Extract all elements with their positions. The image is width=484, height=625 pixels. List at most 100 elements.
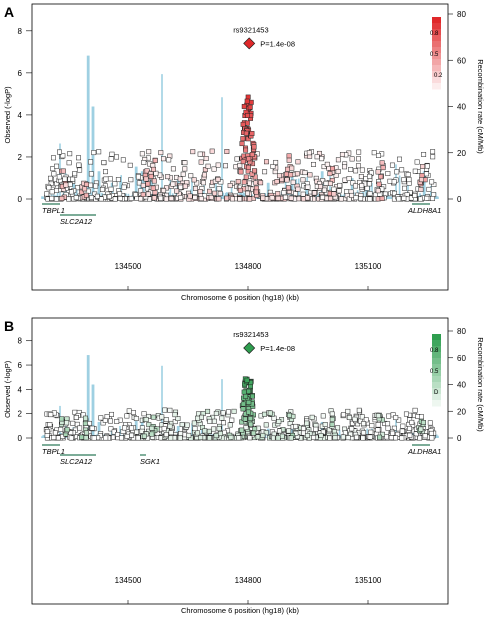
ld-legend-swatch: [432, 340, 441, 347]
snp-point: [73, 195, 79, 201]
snp-point: [251, 144, 257, 150]
y-tick-label: 8: [18, 27, 23, 36]
snp-point: [88, 159, 94, 165]
snp-point: [79, 189, 85, 195]
snp-point: [380, 165, 386, 171]
snp-point: [48, 175, 53, 181]
snp-point: [429, 179, 435, 185]
snp-point: [237, 196, 243, 202]
snp-point: [202, 167, 208, 173]
top-snp-marker: [243, 342, 256, 355]
gene-track: TBPL1 SLC2A12 ALDH8A1: [42, 203, 441, 226]
snp-point: [98, 196, 104, 202]
ld-legend-swatch: [432, 53, 441, 60]
snp-point: [201, 180, 206, 186]
y2-axis-label: Recombination rate (cM/Mb): [476, 59, 484, 154]
x-tick-label: 135100: [355, 262, 382, 271]
snp-point: [241, 179, 247, 185]
y-axis-label: Observed (-logP): [3, 86, 12, 144]
snp-point: [405, 172, 411, 177]
snp-point: [393, 415, 399, 421]
snp-point: [91, 150, 97, 156]
snp-point: [353, 195, 359, 201]
snp-point: [245, 190, 250, 196]
snp-point: [191, 420, 197, 426]
top-snp-label: rs9321453: [233, 25, 268, 34]
snp-point: [399, 167, 405, 173]
y2-tick-label: 60: [457, 56, 466, 65]
snp-point: [219, 415, 225, 421]
snp-point: [305, 184, 311, 190]
snp-point: [128, 177, 134, 183]
snp-point: [340, 412, 346, 418]
snp-point: [103, 169, 108, 175]
panel-label: A: [4, 4, 14, 20]
snp-point: [239, 141, 245, 147]
y2-tick-label: 60: [457, 354, 466, 363]
snp-point: [207, 418, 213, 424]
snp-point: [163, 196, 169, 202]
snp-point: [163, 417, 169, 422]
snp-point: [243, 147, 249, 153]
snp-point: [412, 407, 418, 413]
snp-point: [246, 388, 252, 394]
snp-point: [349, 192, 355, 198]
snp-point: [419, 414, 424, 420]
snp-point: [229, 417, 235, 423]
snp-point: [70, 420, 76, 426]
snp-point: [138, 196, 144, 202]
panel-label: B: [4, 318, 14, 334]
snp-point: [149, 431, 155, 437]
snp-point: [327, 181, 333, 186]
snp-point: [312, 190, 317, 196]
snp-point: [50, 155, 56, 161]
y2-tick-label: 80: [457, 327, 466, 336]
snp-point: [368, 429, 374, 435]
gene-label: SLC2A12: [60, 457, 93, 466]
snp-point: [129, 432, 135, 438]
snp-point: [63, 182, 69, 188]
snp-point: [151, 166, 156, 172]
snp-point: [366, 181, 372, 187]
snp-point: [241, 103, 247, 109]
snp-point: [376, 153, 381, 158]
y-axis: 0 2 4 6 8 Observed (-logP): [3, 337, 32, 443]
snp-point: [406, 177, 412, 183]
snp-point: [151, 178, 157, 184]
snp-point: [255, 434, 261, 440]
snp-point: [44, 428, 50, 434]
snp-point: [249, 131, 255, 136]
snp-point: [385, 425, 391, 431]
snp-point: [44, 191, 50, 197]
snp-point: [418, 187, 424, 192]
snp-point: [300, 177, 306, 183]
snp-point: [286, 428, 292, 434]
snp-point: [152, 190, 158, 196]
snp-points: [44, 94, 437, 202]
snp-point: [417, 435, 423, 441]
snp-point: [275, 195, 281, 201]
y-tick-label: 0: [18, 195, 23, 204]
snp-point: [57, 149, 62, 155]
gene-label: SGK1: [140, 457, 160, 466]
snp-point: [245, 136, 251, 142]
snp-point: [72, 171, 78, 177]
snp-point: [54, 188, 59, 193]
snp-point: [213, 410, 219, 416]
snp-point: [117, 196, 123, 201]
snp-point: [96, 149, 102, 155]
snp-point: [130, 410, 136, 415]
snp-point: [182, 160, 188, 166]
snp-point: [320, 413, 326, 419]
snp-point: [396, 196, 402, 202]
snp-point: [89, 195, 95, 200]
snp-point: [240, 401, 246, 407]
snp-point: [335, 157, 341, 163]
ld-legend-label: 0.8: [430, 348, 439, 354]
snp-point: [88, 182, 94, 188]
snp-point: [117, 191, 123, 197]
snp-point: [424, 171, 429, 177]
top-snp-marker: [243, 37, 256, 50]
snp-point: [56, 174, 62, 180]
snp-point: [335, 425, 341, 431]
